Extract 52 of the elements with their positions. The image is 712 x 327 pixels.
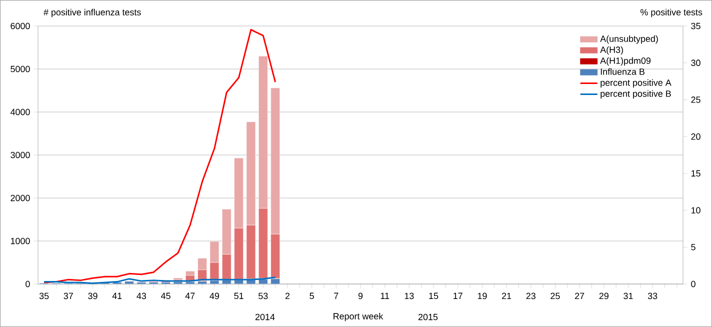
y-tick-label: 0 (26, 280, 30, 288)
x-tick-label: 25 (550, 292, 560, 300)
y2-tick-label: 35 (691, 22, 700, 30)
x-tick-label: 7 (334, 292, 338, 299)
x-tick-label: 9 (358, 292, 363, 300)
x-tick-label: 21 (502, 292, 512, 300)
x-tick-label: 47 (185, 292, 195, 299)
x-tick-label: 35 (39, 292, 49, 300)
y2-tick-label: 20 (691, 133, 700, 140)
y2-tick-label: 0 (691, 280, 696, 288)
legend-label: A(unsubtyped) (600, 35, 658, 44)
legend-label: A(H1)pdm09 (600, 57, 651, 66)
x-tick-label: 27 (575, 292, 584, 300)
x-tick-label: 45 (161, 292, 170, 300)
y2-axis-title: % positive tests (640, 8, 702, 18)
x-tick-label: 39 (88, 292, 98, 300)
x-tick-label: 2 (285, 292, 290, 300)
text: 2015 (418, 314, 438, 320)
x-tick-label: 37 (64, 292, 73, 300)
legend-label: percent positive B (600, 90, 671, 99)
y-tick-label: 5000 (10, 66, 30, 72)
text: 2014 (255, 314, 275, 320)
x-tick-label: 31 (624, 292, 633, 300)
x-tick-label: 13 (404, 292, 414, 300)
y2-tick-label: 30 (691, 60, 700, 66)
legend-label: Influenza B (600, 68, 644, 75)
x-axis-title: Report week (334, 312, 384, 322)
x-tick-label: 41 (112, 292, 122, 299)
x-tick-label: 51 (234, 292, 244, 300)
x-tick-label: 53 (258, 292, 268, 300)
y-tick-label: 4000 (10, 108, 30, 116)
x-tick-label: 17 (454, 292, 462, 299)
x-tick-label: 49 (210, 292, 220, 300)
y-tick-label: 1000 (10, 238, 30, 244)
x-tick-label: 23 (526, 292, 536, 300)
y-tick-label: 6000 (10, 22, 30, 30)
y2-tick-label: 15 (691, 170, 700, 177)
y-tick-label: 3000 (10, 152, 30, 158)
x-tick-label: 19 (478, 292, 487, 300)
x-tick-label: 11 (380, 292, 390, 299)
y2-tick-label: 10 (691, 207, 700, 214)
x-tick-label: 5 (310, 292, 314, 300)
legend-label: A(H3) (600, 46, 623, 55)
y2-tick-label: 25 (691, 96, 700, 103)
y2-tick-label: 5 (691, 244, 696, 250)
x-tick-label: 15 (429, 292, 438, 300)
x-tick-label: 29 (599, 292, 608, 300)
legend-label: percent positive A (600, 79, 672, 88)
y-axis-title: # positive influenza tests (44, 8, 141, 18)
y-tick-label: 2000 (10, 194, 30, 202)
x-tick-label: 43 (136, 292, 146, 300)
x-tick-label: 33 (648, 292, 658, 300)
